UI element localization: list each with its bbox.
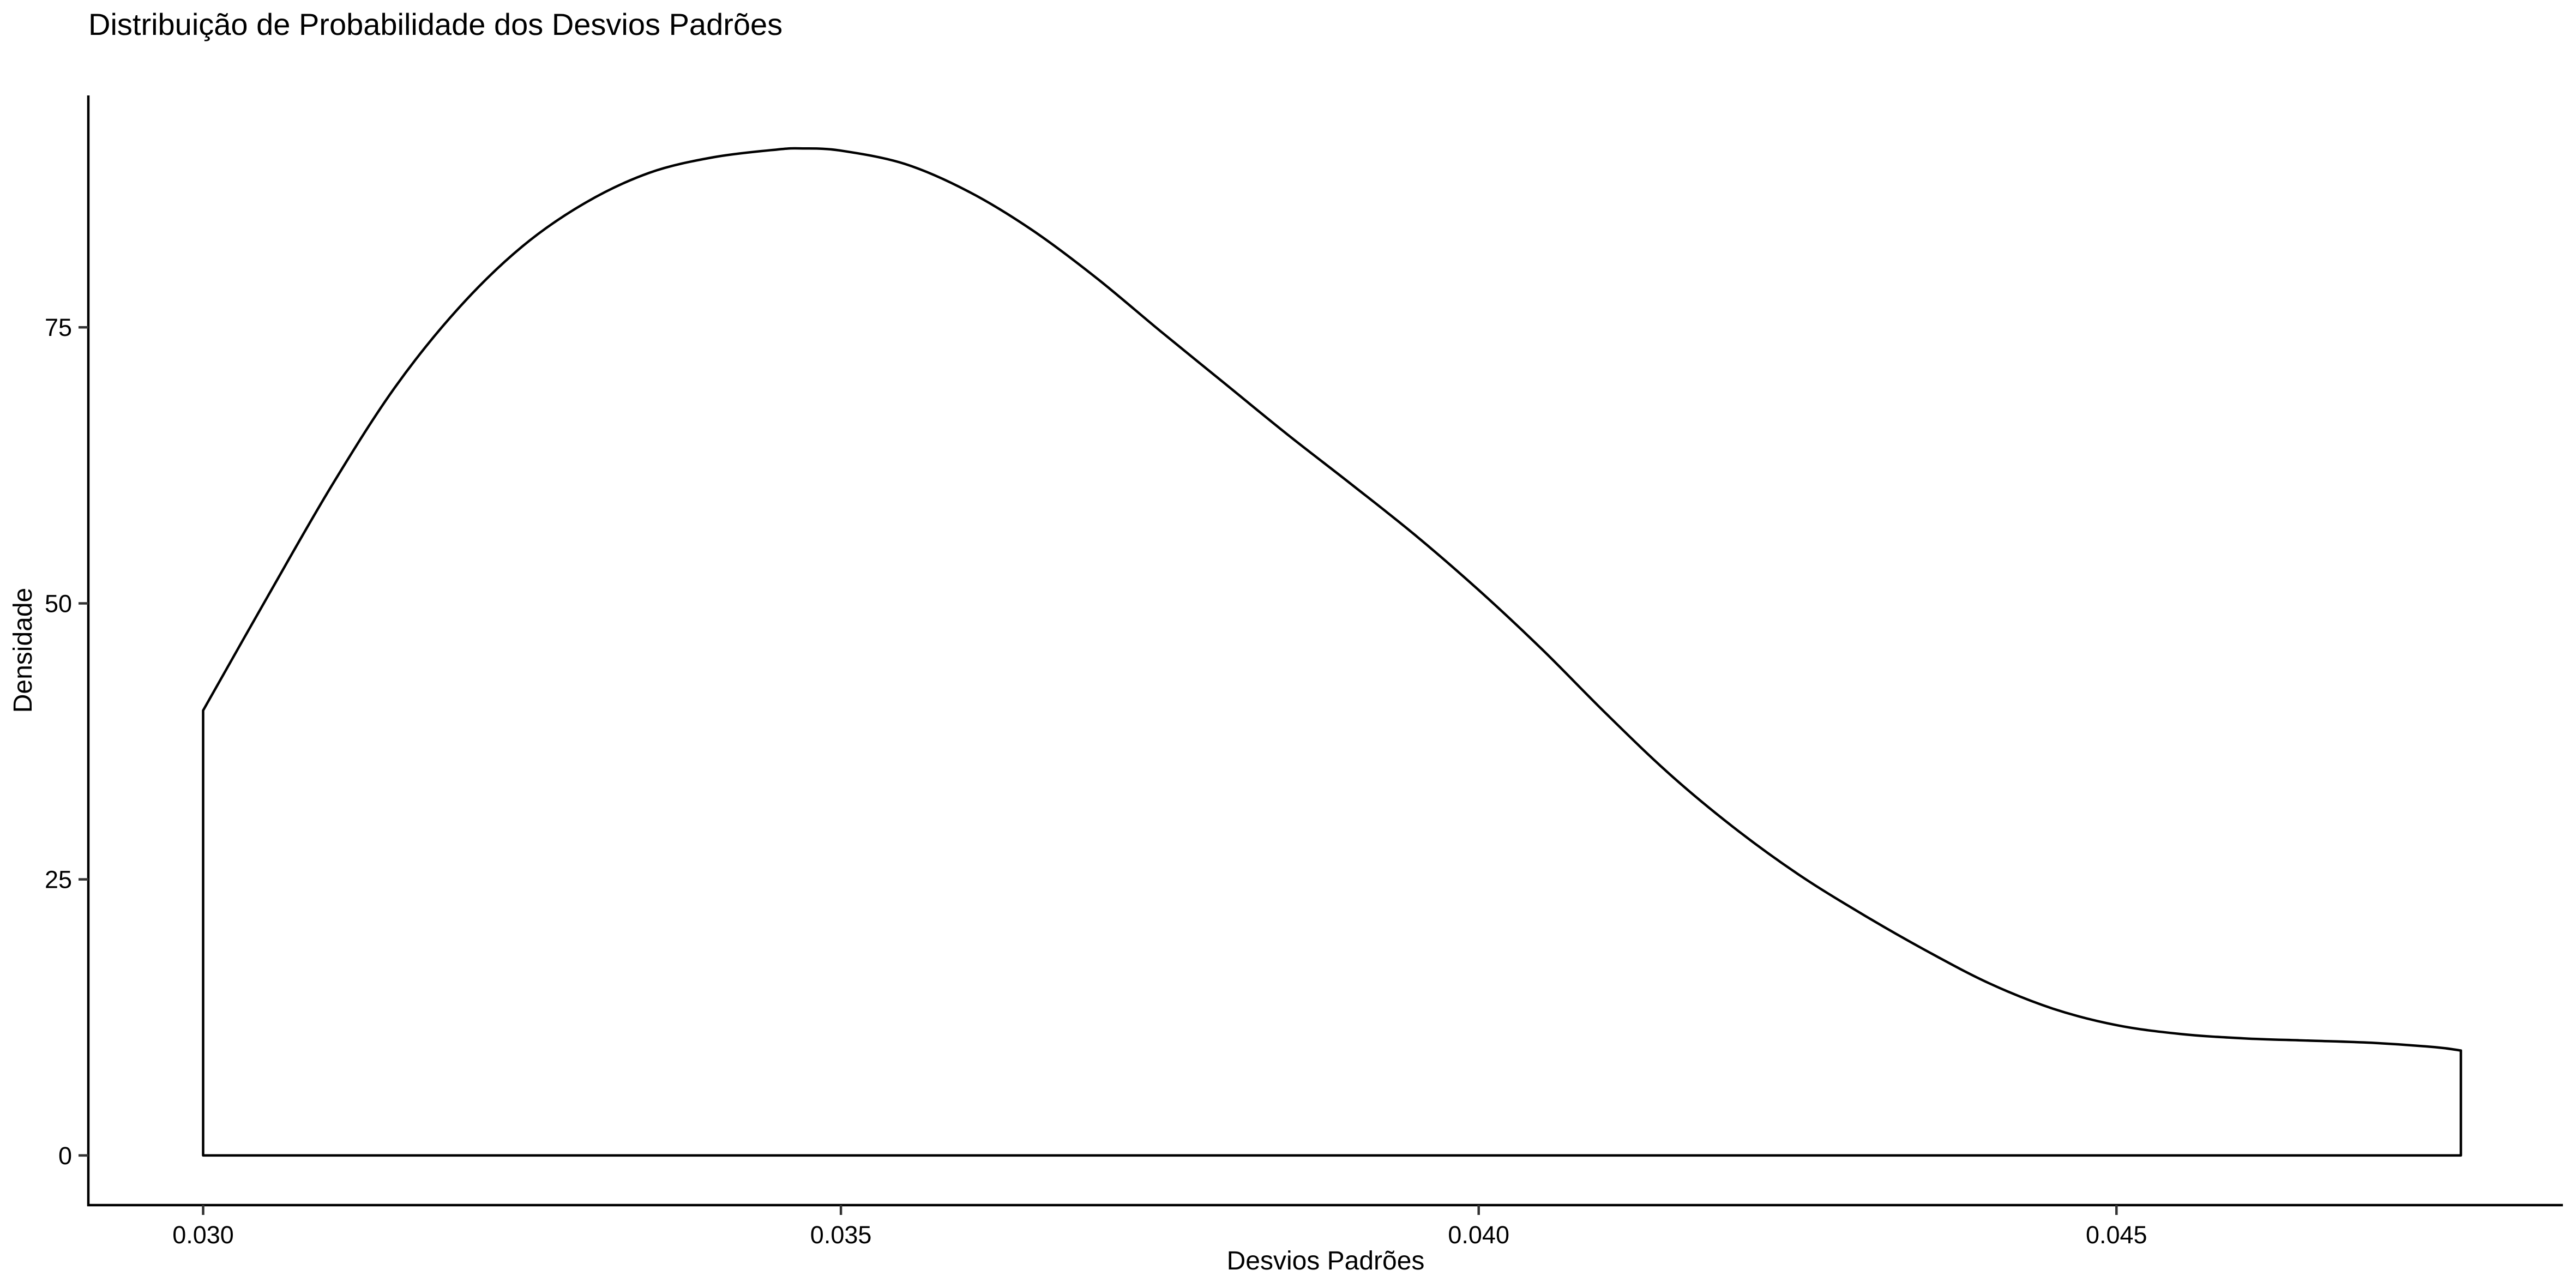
x-axis-ticks: 0.030 0.035 0.040 0.045 (172, 1205, 2147, 1249)
y-axis-title: Densidade (9, 588, 38, 713)
x-tick-label: 0.030 (172, 1221, 234, 1249)
y-tick-label: 25 (45, 866, 72, 894)
y-tick-label: 50 (45, 589, 72, 617)
density-curve (202, 147, 2463, 1157)
plot-area (202, 147, 2463, 1157)
chart-title: Distribuição de Probabilidade dos Desvio… (88, 7, 783, 41)
y-tick-label: 0 (58, 1142, 72, 1170)
y-axis-ticks: 0 25 50 75 (45, 314, 88, 1170)
x-tick-label: 0.045 (2086, 1221, 2147, 1249)
x-tick-label: 0.040 (1448, 1221, 1509, 1249)
y-tick-label: 75 (45, 314, 72, 341)
x-tick-label: 0.035 (810, 1221, 872, 1249)
x-axis-title: Desvios Padrões (1227, 1247, 1425, 1275)
